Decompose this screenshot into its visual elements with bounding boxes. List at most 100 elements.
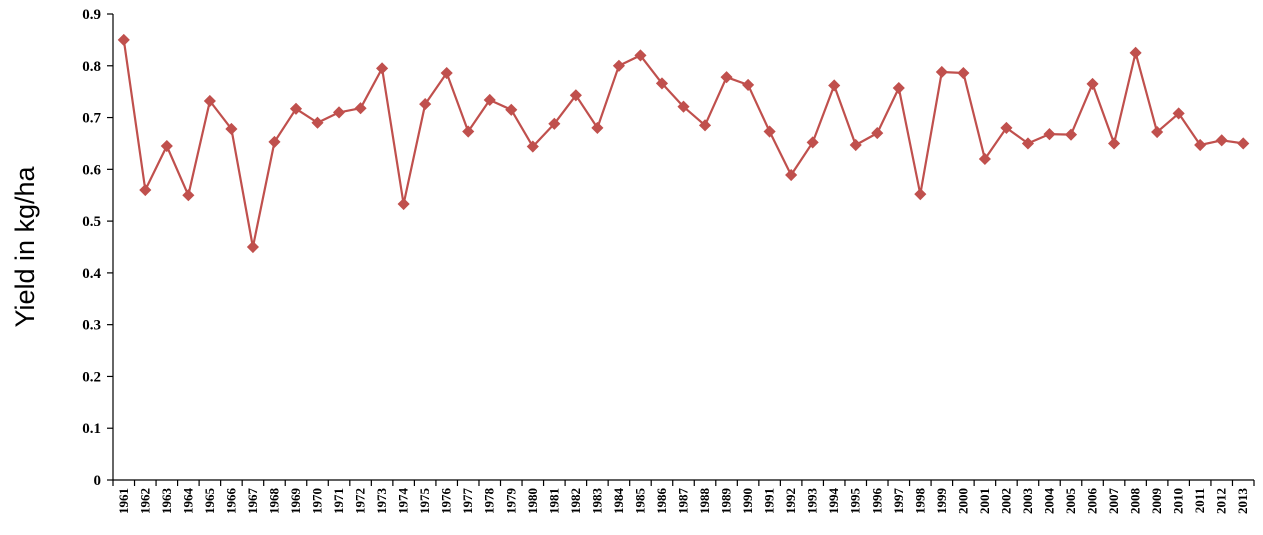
data-point-1986 bbox=[655, 77, 669, 90]
x-tick-label: 1991 bbox=[762, 488, 777, 514]
x-tick-label: 1983 bbox=[589, 488, 604, 515]
data-point-1988 bbox=[698, 119, 712, 132]
data-point-1974 bbox=[397, 197, 410, 211]
data-point-1976 bbox=[440, 66, 453, 80]
x-tick-label: 1968 bbox=[266, 488, 281, 515]
data-point-2006 bbox=[1086, 77, 1099, 90]
x-tick-label: 1962 bbox=[137, 488, 152, 514]
x-tick-label: 1989 bbox=[719, 488, 734, 515]
x-tick-label: 1967 bbox=[245, 488, 260, 515]
data-point-1965 bbox=[203, 94, 216, 108]
data-point-1963 bbox=[160, 139, 173, 153]
x-tick-label: 2002 bbox=[998, 488, 1013, 514]
y-tick-label: 0.8 bbox=[82, 59, 101, 75]
x-tick-label: 2005 bbox=[1063, 488, 1078, 515]
data-point-1962 bbox=[139, 183, 152, 197]
x-tick-label: 2010 bbox=[1171, 488, 1186, 514]
x-tick-label: 1974 bbox=[396, 488, 411, 515]
x-tick-label: 1965 bbox=[202, 488, 217, 515]
data-point-1975 bbox=[419, 98, 432, 111]
x-tick-label: 1986 bbox=[654, 488, 669, 515]
y-tick-label: 0.6 bbox=[82, 162, 101, 178]
x-tick-label: 2006 bbox=[1085, 488, 1100, 515]
data-point-1966 bbox=[225, 122, 238, 136]
y-tick-label: 0.1 bbox=[82, 421, 101, 437]
data-point-2003 bbox=[1021, 137, 1035, 150]
y-axis-label: Yield in kg/ha bbox=[10, 165, 40, 327]
data-point-1967 bbox=[246, 240, 259, 254]
data-point-2013 bbox=[1237, 137, 1250, 150]
x-tick-label: 1978 bbox=[482, 488, 497, 515]
x-tick-label: 2003 bbox=[1020, 488, 1035, 515]
data-point-1983 bbox=[591, 121, 604, 134]
data-point-1994 bbox=[828, 79, 841, 92]
x-tick-label: 2001 bbox=[977, 488, 992, 514]
data-point-1996 bbox=[871, 127, 884, 140]
x-tick-labels: 1961 1962 1963 1964 1965 1966 1967 1968 1969 1970… bbox=[116, 488, 1250, 515]
data-point-2011 bbox=[1194, 138, 1207, 152]
data-point-2001 bbox=[978, 152, 991, 166]
data-series bbox=[117, 33, 1250, 254]
data-point-2002 bbox=[1000, 121, 1013, 134]
x-tick-label: 1970 bbox=[310, 488, 325, 514]
data-point-2010 bbox=[1172, 107, 1185, 120]
data-point-1977 bbox=[462, 125, 475, 138]
x-tick-label: 2007 bbox=[1106, 488, 1121, 515]
x-tick-label: 1976 bbox=[439, 488, 454, 515]
data-point-1991 bbox=[763, 125, 776, 138]
data-point-1995 bbox=[849, 138, 862, 152]
x-tick-label: 1981 bbox=[546, 488, 561, 514]
x-tick-label: 2008 bbox=[1128, 488, 1143, 515]
data-point-1992 bbox=[785, 168, 798, 182]
x-tick-label: 1973 bbox=[374, 488, 389, 515]
data-point-1997 bbox=[892, 81, 905, 95]
data-point-1987 bbox=[677, 100, 690, 113]
data-point-1990 bbox=[742, 78, 755, 92]
x-tick-label: 1996 bbox=[869, 488, 884, 515]
data-point-1985 bbox=[634, 49, 647, 62]
data-point-1972 bbox=[354, 102, 367, 115]
x-tick-label: 1977 bbox=[460, 488, 475, 515]
x-tick-label: 1995 bbox=[848, 488, 863, 515]
y-tick-label: 0.3 bbox=[82, 318, 101, 334]
data-point-2008 bbox=[1129, 46, 1142, 59]
x-tick-label: 1997 bbox=[891, 488, 906, 515]
x-tick-label: 1979 bbox=[503, 488, 518, 515]
x-tick-label: 1982 bbox=[568, 488, 583, 514]
data-point-2009 bbox=[1151, 125, 1164, 139]
x-tick-label: 1963 bbox=[159, 488, 174, 515]
x-tick-label: 2013 bbox=[1235, 488, 1250, 515]
data-point-2000 bbox=[957, 66, 970, 80]
x-tick-label: 1993 bbox=[805, 488, 820, 515]
data-point-1993 bbox=[806, 136, 819, 149]
x-tick-label: 1966 bbox=[223, 488, 238, 515]
x-tick-label: 1980 bbox=[525, 488, 540, 514]
y-tick-labels: 0 0.1 0.2 0.3 0.4 0.5 0.6 0.7 0.8 0.9 bbox=[82, 7, 101, 489]
y-tick-label: 0.5 bbox=[82, 214, 101, 230]
x-tick-label: 1994 bbox=[826, 488, 841, 515]
data-point-1971 bbox=[332, 106, 346, 119]
x-tick-label: 2004 bbox=[1041, 488, 1056, 515]
x-tick-label: 1990 bbox=[740, 488, 755, 514]
x-tick-label: 1988 bbox=[697, 488, 712, 515]
y-tick-label: 0.7 bbox=[82, 111, 101, 127]
x-tick-label: 1969 bbox=[288, 488, 303, 515]
series-line bbox=[122, 39, 1244, 249]
data-point-1998 bbox=[914, 188, 927, 201]
data-point-2007 bbox=[1108, 137, 1121, 150]
x-tick-label: 1998 bbox=[912, 488, 927, 515]
data-point-1989 bbox=[720, 71, 733, 84]
y-tick-label: 0.2 bbox=[82, 369, 101, 385]
data-point-1968 bbox=[268, 135, 281, 148]
data-point-2004 bbox=[1043, 128, 1056, 141]
data-point-2012 bbox=[1215, 134, 1228, 147]
data-point-1961 bbox=[117, 33, 130, 46]
x-tick-label: 2009 bbox=[1149, 488, 1164, 515]
y-tick-label: 0.9 bbox=[82, 7, 101, 23]
data-point-1969 bbox=[289, 102, 303, 115]
y-tick-label: 0 bbox=[94, 473, 102, 489]
x-tick-label: 1961 bbox=[116, 488, 131, 514]
x-tick-label: 1992 bbox=[783, 488, 798, 514]
x-tick-label: 2011 bbox=[1192, 488, 1207, 513]
